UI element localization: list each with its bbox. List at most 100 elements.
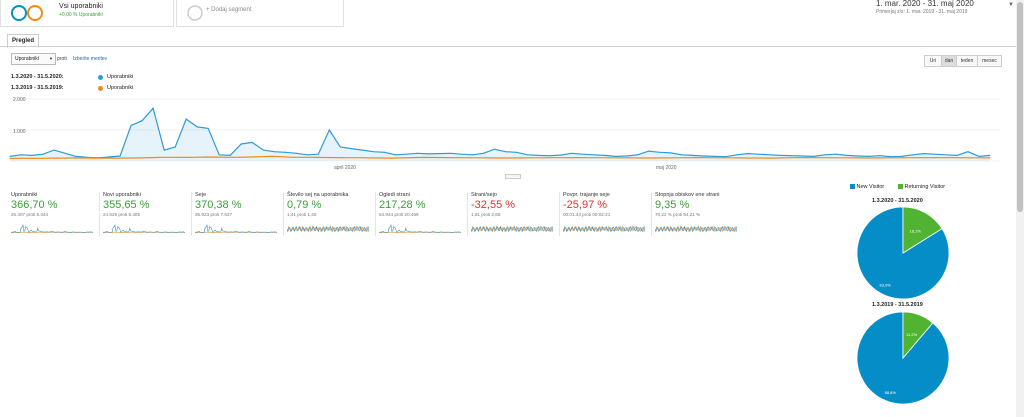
data-point (183, 156, 185, 158)
data-point (494, 148, 495, 150)
metric-tile[interactable]: Novi uporabniki 355,65 % 24.628 proti 5.40… (103, 192, 187, 238)
legend-current-period: 1.3.2020 - 31.5.2020: (11, 74, 64, 80)
granularity-day-button[interactable]: dan (941, 55, 957, 67)
chart-resize-handle[interactable] (505, 174, 521, 179)
data-point (259, 156, 261, 158)
tab-overview[interactable]: Pregled (7, 34, 40, 48)
data-point (619, 157, 621, 159)
data-point (553, 157, 555, 159)
data-point (174, 146, 176, 148)
data-point (273, 151, 275, 153)
users-line-chart: 2.000 1.000 april 2020 maj 2020 (9, 97, 1000, 171)
segment-all-users[interactable]: Vsi uporabniki +0,00 % Uporabniki (0, 0, 174, 27)
metric-title: Strani/sejo (471, 192, 497, 198)
data-point (336, 157, 338, 159)
series-area (10, 108, 990, 161)
data-point (935, 157, 937, 159)
granularity-hour-button[interactable]: Uri (924, 55, 942, 67)
data-point (637, 154, 639, 156)
sparkline-series (655, 225, 737, 233)
data-point (582, 153, 584, 155)
metric-separator (191, 192, 192, 236)
data-point (846, 154, 848, 156)
data-point (837, 157, 839, 159)
data-point (880, 157, 882, 159)
data-point (185, 118, 187, 120)
data-point (42, 157, 44, 159)
metric-tile[interactable]: Uporabniki 366,70 % 25.407 proti 5.444 (11, 192, 95, 238)
metric-separator (375, 192, 376, 236)
metric-title: Seje (195, 192, 207, 198)
metric-sparkline (103, 224, 185, 233)
data-point (74, 157, 76, 159)
data-point (586, 157, 588, 159)
data-point (151, 157, 153, 159)
data-point (42, 153, 44, 155)
data-point (172, 156, 174, 158)
legend-swatch-returning (898, 184, 903, 190)
date-dropdown-icon[interactable]: ▼ (1008, 2, 1014, 8)
metric-tile[interactable]: Strani/sejo -32,55 % 1,81 proti 2,68 (471, 192, 555, 238)
metric-compare: 35.923 proti 7.637 (195, 212, 233, 217)
data-point (532, 157, 534, 159)
data-point (472, 154, 473, 156)
add-segment-label: + Dodaj segment (206, 7, 252, 13)
scrollbar-thumb[interactable] (1017, 2, 1023, 212)
segment-icon (10, 4, 44, 27)
data-point (306, 154, 308, 156)
metric-tile[interactable]: Seje 370,38 % 35.923 proti 7.637 (195, 192, 279, 238)
data-point (427, 153, 429, 155)
data-point (510, 157, 512, 159)
data-point (956, 154, 958, 156)
data-point (593, 154, 595, 156)
metric-sparkline (287, 225, 369, 233)
data-point (934, 153, 936, 155)
metric-tile[interactable]: Povpr. trajanje seje -25,97 % 00:01:44 pro… (563, 192, 647, 238)
y-tick-label: 1.000 (13, 129, 26, 135)
metric-select[interactable]: Uporabniki ▼ (11, 53, 56, 65)
data-point (695, 157, 697, 159)
data-point (804, 157, 806, 159)
pie-slice-label: 11,2% (906, 332, 917, 337)
data-point (758, 153, 760, 155)
metric-tile[interactable]: Stopnja obiskov ene strani 9,35 % 70,22 % … (655, 192, 739, 238)
data-point (703, 155, 705, 157)
data-point (651, 157, 653, 159)
date-range-main[interactable]: 1. mar. 2020 - 31. maj 2020 (876, 0, 974, 8)
metric-compare: 64.944 proti 20.469 (379, 212, 419, 217)
data-point (53, 157, 55, 159)
choose-metric-link[interactable]: Izberite meritev (73, 56, 108, 62)
data-point (63, 157, 65, 159)
legend-swatch-new (850, 184, 855, 190)
data-point (967, 151, 969, 153)
data-point (543, 157, 545, 159)
data-point (152, 107, 154, 109)
data-point (325, 157, 327, 158)
data-point (357, 157, 359, 159)
metric-tile[interactable]: Število sej na uporabnika 0,79 % 1,41 prot… (287, 192, 371, 238)
legend-previous-dot (98, 86, 103, 91)
metric-tile[interactable]: Ogledi strani 217,28 % 64.944 proti 20.469 (379, 192, 463, 238)
pie-slice-label: 83,9% (880, 283, 892, 288)
metric-title: Uporabniki (11, 192, 38, 198)
data-point (466, 157, 468, 159)
segment-sub: +0,00 % Uporabniki (59, 12, 103, 18)
add-segment-card[interactable]: + Dodaj segment (176, 0, 344, 27)
metric-sparkline (563, 225, 645, 233)
granularity-week-button[interactable]: teden (956, 55, 978, 67)
data-point (449, 152, 451, 154)
sparkline-series (471, 225, 553, 233)
legend-current-metric: Uporabniki (107, 74, 134, 80)
metric-sparkline (379, 224, 461, 233)
data-point (205, 156, 207, 158)
data-point (813, 155, 815, 157)
legend-returning-visitor: Returning Visitor (904, 184, 946, 190)
data-point (956, 157, 958, 159)
data-point (571, 152, 573, 154)
metric-change: 355,65 % (103, 199, 150, 211)
granularity-month-button[interactable]: mesec (977, 55, 1002, 67)
data-point (227, 156, 229, 158)
data-point (412, 157, 414, 159)
data-point (684, 157, 686, 159)
data-point (295, 152, 297, 154)
